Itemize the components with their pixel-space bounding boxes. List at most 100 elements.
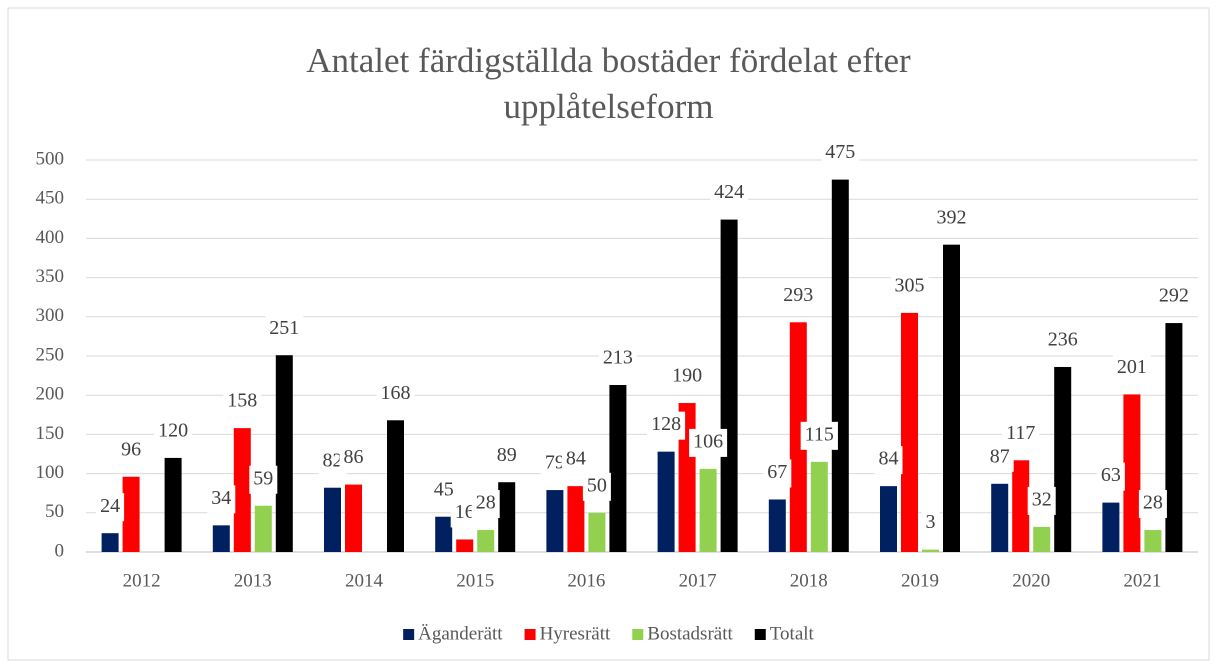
data-label-bg [821, 139, 860, 168]
data-label-bg [1154, 283, 1193, 312]
data-label: 28 [1143, 492, 1163, 514]
bar [720, 219, 738, 553]
bar [212, 525, 230, 552]
bar [657, 451, 675, 552]
x-tick-label: 2021 [1123, 570, 1161, 591]
data-label-bg [763, 459, 792, 488]
y-tick-label: 250 [36, 344, 65, 365]
data-label-bg [207, 485, 236, 514]
data-label: 87 [990, 445, 1010, 467]
data-label: 424 [714, 181, 744, 203]
data-label: 305 [895, 274, 925, 296]
bar [699, 468, 717, 552]
data-label-bg [1027, 486, 1056, 515]
bar [1102, 502, 1120, 552]
bar [456, 539, 474, 552]
data-label: 201 [1117, 356, 1147, 378]
bar [498, 482, 516, 552]
data-label-bg [1043, 326, 1082, 355]
legend-swatch [632, 629, 644, 640]
data-label: 106 [693, 430, 723, 452]
data-label: 168 [381, 382, 411, 404]
data-label-bg [779, 282, 818, 311]
x-tick-label: 2012 [123, 570, 161, 591]
data-label-bg [800, 421, 838, 450]
data-label-bg [117, 436, 146, 465]
data-label-bg [492, 442, 521, 471]
chart-title: Antalet färdigställda bostäder fördelat … [306, 41, 911, 126]
data-label-bg [1096, 462, 1125, 491]
data-label: 59 [253, 467, 273, 489]
bar [922, 549, 939, 552]
data-label: 32 [1032, 489, 1052, 511]
data-label: 236 [1048, 329, 1078, 351]
legend-label: Bostadsrätt [647, 623, 733, 644]
data-label: 292 [1159, 285, 1189, 307]
bar [567, 486, 585, 552]
bar [546, 490, 564, 552]
data-label: 475 [825, 141, 855, 163]
legend-swatch [754, 629, 766, 640]
bar [122, 476, 140, 552]
bar [810, 461, 828, 552]
data-label: 84 [566, 448, 586, 470]
legend-label: Totalt [770, 623, 815, 644]
bar [1123, 394, 1141, 552]
x-tick-label: 2020 [1012, 570, 1050, 591]
data-label-bg [1112, 354, 1151, 383]
bar [164, 457, 182, 552]
legend-label: Äganderätt [418, 623, 503, 644]
data-label: 34 [211, 487, 231, 509]
y-tick-label: 50 [45, 501, 64, 522]
legend-swatch [524, 629, 536, 640]
x-tick-label: 2015 [456, 570, 494, 591]
data-label: 63 [1101, 464, 1121, 486]
data-label: 67 [767, 461, 787, 483]
y-tick-label: 100 [36, 462, 65, 483]
bar [1033, 526, 1051, 552]
bar [789, 322, 807, 552]
data-label-bg [890, 272, 929, 301]
y-tick-label: 400 [36, 227, 65, 248]
data-label-bg [710, 179, 749, 208]
frame [7, 7, 1210, 661]
bar [609, 385, 627, 552]
y-tick-label: 350 [36, 266, 65, 287]
data-label: 293 [783, 284, 813, 306]
data-label-bg [598, 345, 637, 374]
y-tick-label: 450 [36, 188, 65, 209]
bar [880, 486, 897, 552]
bar [254, 505, 272, 552]
data-label: 96 [121, 438, 141, 460]
data-label: 251 [269, 317, 299, 339]
data-label-bg [932, 204, 971, 233]
bar [991, 483, 1009, 552]
data-label-bg [265, 315, 304, 344]
data-label-bg [689, 428, 728, 457]
data-label-bg [582, 472, 611, 501]
bar [345, 484, 362, 552]
bar [387, 420, 404, 552]
bar [275, 355, 293, 552]
y-tick-label: 0 [55, 540, 65, 561]
data-label: 79 [545, 452, 565, 474]
data-label: 50 [587, 474, 607, 496]
bar [1165, 323, 1183, 552]
data-label: 84 [879, 448, 899, 470]
data-label-bg [249, 465, 278, 494]
data-label: 117 [1006, 422, 1035, 444]
data-label-bg [921, 509, 940, 538]
x-tick-label: 2019 [901, 570, 939, 591]
bar [1012, 460, 1030, 552]
legend-label: Hyresrätt [540, 623, 611, 644]
data-label: 28 [476, 492, 496, 514]
data-label-bg [471, 490, 500, 519]
data-label-bg [874, 446, 903, 475]
data-label: 89 [497, 444, 517, 466]
data-label: 128 [651, 413, 681, 435]
y-tick-label: 150 [36, 423, 65, 444]
data-label: 16 [455, 501, 475, 523]
bar [831, 179, 849, 552]
legend-swatch [403, 629, 415, 640]
